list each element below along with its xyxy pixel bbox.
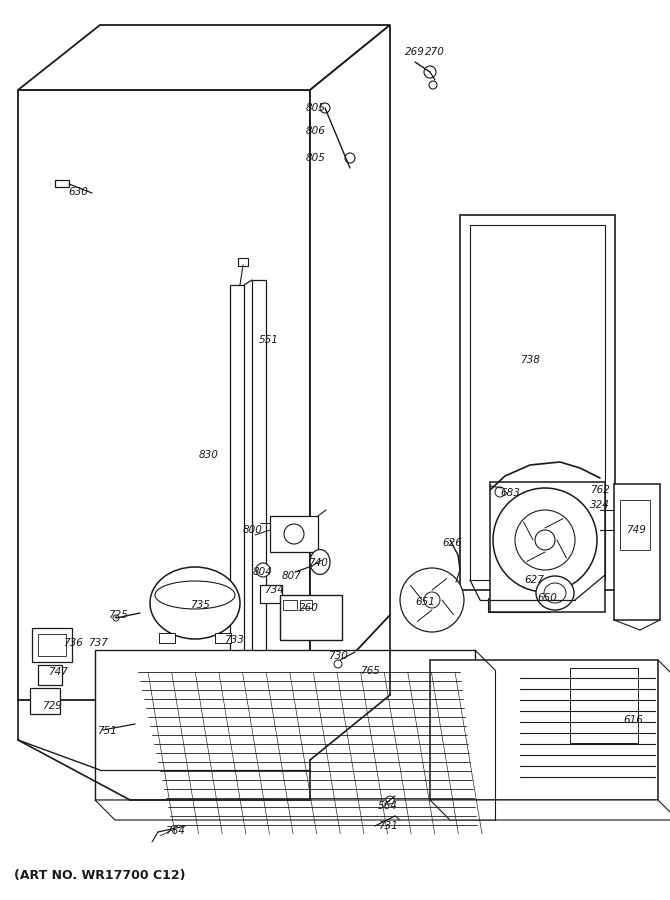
- Bar: [300, 600, 312, 608]
- Polygon shape: [614, 484, 660, 620]
- Text: 551: 551: [259, 335, 279, 345]
- Circle shape: [284, 524, 304, 544]
- Text: 734: 734: [264, 585, 284, 595]
- Bar: [270, 516, 318, 552]
- Text: 324: 324: [590, 500, 610, 510]
- Bar: [30, 688, 60, 714]
- Polygon shape: [95, 650, 475, 800]
- Text: 805: 805: [306, 153, 326, 163]
- Bar: [283, 600, 297, 610]
- Text: 806: 806: [306, 126, 326, 136]
- Polygon shape: [18, 90, 310, 700]
- Text: 651: 651: [415, 597, 435, 607]
- Ellipse shape: [150, 567, 240, 639]
- Circle shape: [493, 488, 597, 592]
- Ellipse shape: [544, 583, 566, 603]
- Text: 630: 630: [68, 187, 88, 197]
- Text: 736: 736: [63, 638, 83, 648]
- Ellipse shape: [536, 576, 574, 610]
- Text: 749: 749: [626, 525, 646, 535]
- Polygon shape: [460, 215, 615, 590]
- Text: 764: 764: [165, 826, 185, 836]
- Circle shape: [515, 510, 575, 570]
- Polygon shape: [470, 225, 605, 580]
- Text: 762: 762: [590, 485, 610, 495]
- Text: 270: 270: [425, 47, 445, 57]
- Text: 616: 616: [623, 715, 643, 725]
- Circle shape: [345, 153, 355, 163]
- Polygon shape: [430, 800, 670, 820]
- Polygon shape: [18, 25, 390, 90]
- Circle shape: [386, 796, 394, 804]
- Circle shape: [429, 81, 437, 89]
- Bar: [215, 633, 231, 643]
- Bar: [280, 595, 342, 640]
- Text: 731: 731: [378, 821, 398, 831]
- Circle shape: [256, 563, 270, 577]
- Circle shape: [535, 530, 555, 550]
- Text: (ART NO. WR17700 C12): (ART NO. WR17700 C12): [14, 869, 186, 883]
- Text: 725: 725: [108, 610, 128, 620]
- Bar: [570, 668, 638, 743]
- Ellipse shape: [310, 550, 330, 574]
- Text: 627: 627: [524, 575, 544, 585]
- Ellipse shape: [155, 581, 235, 609]
- Polygon shape: [32, 628, 72, 662]
- Text: 650: 650: [537, 593, 557, 603]
- Bar: [55, 180, 69, 187]
- Bar: [38, 634, 66, 656]
- Text: 805: 805: [306, 103, 326, 113]
- Text: 738: 738: [520, 355, 540, 365]
- Text: 747: 747: [48, 667, 68, 677]
- Bar: [238, 258, 248, 266]
- Polygon shape: [430, 660, 658, 800]
- Bar: [620, 500, 650, 550]
- Text: 765: 765: [360, 666, 380, 676]
- Circle shape: [424, 66, 436, 78]
- Polygon shape: [95, 800, 495, 820]
- Bar: [159, 633, 175, 643]
- Text: 260: 260: [299, 603, 319, 613]
- Text: 800: 800: [243, 525, 263, 535]
- Polygon shape: [230, 285, 244, 720]
- Text: 683: 683: [500, 488, 520, 498]
- Bar: [260, 585, 282, 603]
- Text: 740: 740: [308, 558, 328, 568]
- Polygon shape: [310, 25, 390, 700]
- Text: 626: 626: [442, 538, 462, 548]
- Text: 830: 830: [199, 450, 219, 460]
- Text: 735: 735: [190, 600, 210, 610]
- Text: 807: 807: [282, 571, 302, 581]
- Circle shape: [334, 660, 342, 668]
- Circle shape: [320, 103, 330, 113]
- Text: 269: 269: [405, 47, 425, 57]
- Circle shape: [424, 592, 440, 608]
- Text: 733: 733: [224, 635, 244, 645]
- Circle shape: [400, 568, 464, 632]
- Polygon shape: [252, 280, 266, 715]
- Text: 804: 804: [253, 567, 273, 577]
- Text: 564: 564: [378, 801, 398, 811]
- Circle shape: [495, 487, 505, 497]
- Text: 729: 729: [42, 701, 62, 711]
- Circle shape: [113, 615, 119, 621]
- Text: 730: 730: [328, 651, 348, 661]
- Text: 737: 737: [88, 638, 108, 648]
- Bar: [38, 665, 62, 685]
- Bar: [490, 482, 605, 612]
- Text: 751: 751: [97, 726, 117, 736]
